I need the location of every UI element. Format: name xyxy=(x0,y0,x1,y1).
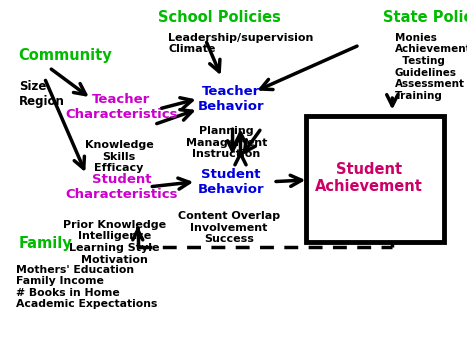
Text: Student
Characteristics: Student Characteristics xyxy=(65,173,177,201)
Text: Planning
Management
Instruction: Planning Management Instruction xyxy=(186,126,267,160)
Text: Content Overlap
Involvement
Success: Content Overlap Involvement Success xyxy=(178,211,280,244)
Text: Size
Region: Size Region xyxy=(19,80,64,108)
Text: Family: Family xyxy=(19,236,72,252)
Text: Student
Behavior: Student Behavior xyxy=(198,168,264,195)
Text: Mothers' Education
Family Income
# Books in Home
Academic Expectations: Mothers' Education Family Income # Books… xyxy=(16,265,158,309)
Text: Teacher
Behavior: Teacher Behavior xyxy=(198,85,264,112)
Text: Community: Community xyxy=(19,48,113,63)
Text: School Policies: School Policies xyxy=(158,10,281,25)
Text: State Policies: State Policies xyxy=(383,10,467,25)
Text: Knowledge
Skills
Efficacy: Knowledge Skills Efficacy xyxy=(85,140,154,173)
Text: Teacher
Characteristics: Teacher Characteristics xyxy=(65,93,177,121)
Text: Leadership/supervision
Climate: Leadership/supervision Climate xyxy=(168,33,313,54)
Text: Student
Achievement: Student Achievement xyxy=(315,162,423,194)
Text: Monies
Achievement
  Testing
Guidelines
Assessment
Training: Monies Achievement Testing Guidelines As… xyxy=(395,33,467,101)
Text: Prior Knowledge
Intelligence
Learning Style
Motivation: Prior Knowledge Intelligence Learning St… xyxy=(63,220,166,264)
Bar xyxy=(306,116,444,242)
